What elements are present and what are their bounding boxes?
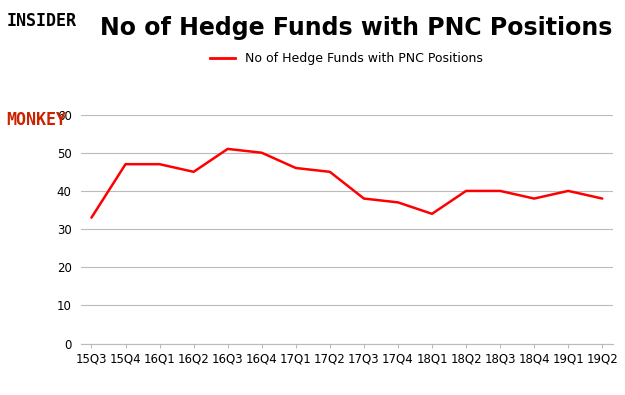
Text: MONKEY: MONKEY (6, 111, 66, 129)
Text: INSIDER: INSIDER (6, 12, 76, 30)
Legend: No of Hedge Funds with PNC Positions: No of Hedge Funds with PNC Positions (206, 47, 488, 70)
Text: No of Hedge Funds with PNC Positions: No of Hedge Funds with PNC Positions (100, 16, 612, 40)
